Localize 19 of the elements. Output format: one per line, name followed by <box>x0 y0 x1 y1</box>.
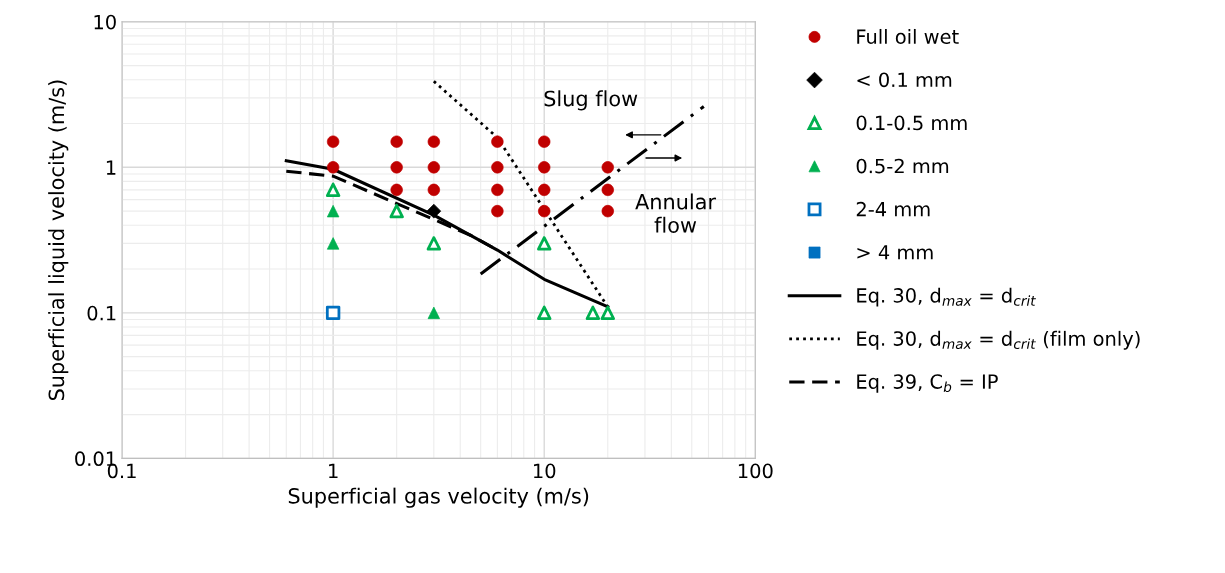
legend-label: 0.5-2 mm <box>856 158 949 174</box>
x-tick-label: 100 <box>738 463 773 479</box>
legend-label: Eq. 30, d$_{max}$ = d$_{crit}$ <box>857 287 1036 307</box>
legend-label: Eq. 39, C$_{b}$ = IP <box>857 374 998 393</box>
y-tick-label: 10 <box>94 14 116 30</box>
y-tick-label: 1 <box>106 160 116 175</box>
legend-label: 0.1-0.5 mm <box>856 115 967 131</box>
annotation: Slug flow <box>544 90 638 111</box>
legend-label: Eq. 30, d$_{max}$ = d$_{crit}$ (film only) <box>857 330 1140 350</box>
legend-label: Full oil wet <box>857 28 959 45</box>
x-axis-title: Superficial gas velocity (m/s) <box>288 487 589 508</box>
x-tick-label: 1 <box>329 463 338 479</box>
y-axis-title: Superficial liquid velocity (m/s) <box>48 80 69 401</box>
legend-label: < 0.1 mm <box>857 72 952 88</box>
legend-label: > 4 mm <box>857 245 933 260</box>
y-tick-label: 0.1 <box>87 305 116 321</box>
x-tick-label: 10 <box>533 463 556 479</box>
legend-label: 2-4 mm <box>856 201 930 217</box>
annotation: Annular flow <box>635 193 717 233</box>
